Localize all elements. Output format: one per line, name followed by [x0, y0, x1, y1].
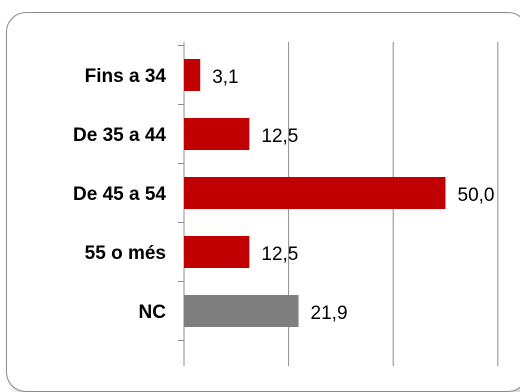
category-label: De 45 a 54	[73, 184, 166, 205]
value-label: 12,5	[261, 126, 298, 147]
category-label: Fins a 34	[85, 66, 167, 87]
bar	[184, 236, 250, 268]
bar	[184, 295, 299, 327]
value-label: 3,1	[212, 67, 238, 88]
category-label: 55 o més	[85, 243, 166, 264]
bar	[184, 118, 250, 150]
bars	[184, 59, 446, 327]
value-label: 50,0	[458, 185, 495, 206]
value-label: 12,5	[261, 244, 298, 265]
category-label: De 35 a 44	[73, 125, 166, 146]
bar	[184, 177, 446, 209]
category-label: NC	[139, 302, 167, 323]
bar	[184, 59, 201, 91]
category-labels: Fins a 34 De 35 a 44 De 45 a 54 55 o més NC	[73, 66, 166, 323]
value-labels: 3,1 12,5 50,0 12,5 21,9	[212, 67, 494, 324]
value-label: 21,9	[311, 303, 348, 324]
axis	[178, 42, 185, 366]
